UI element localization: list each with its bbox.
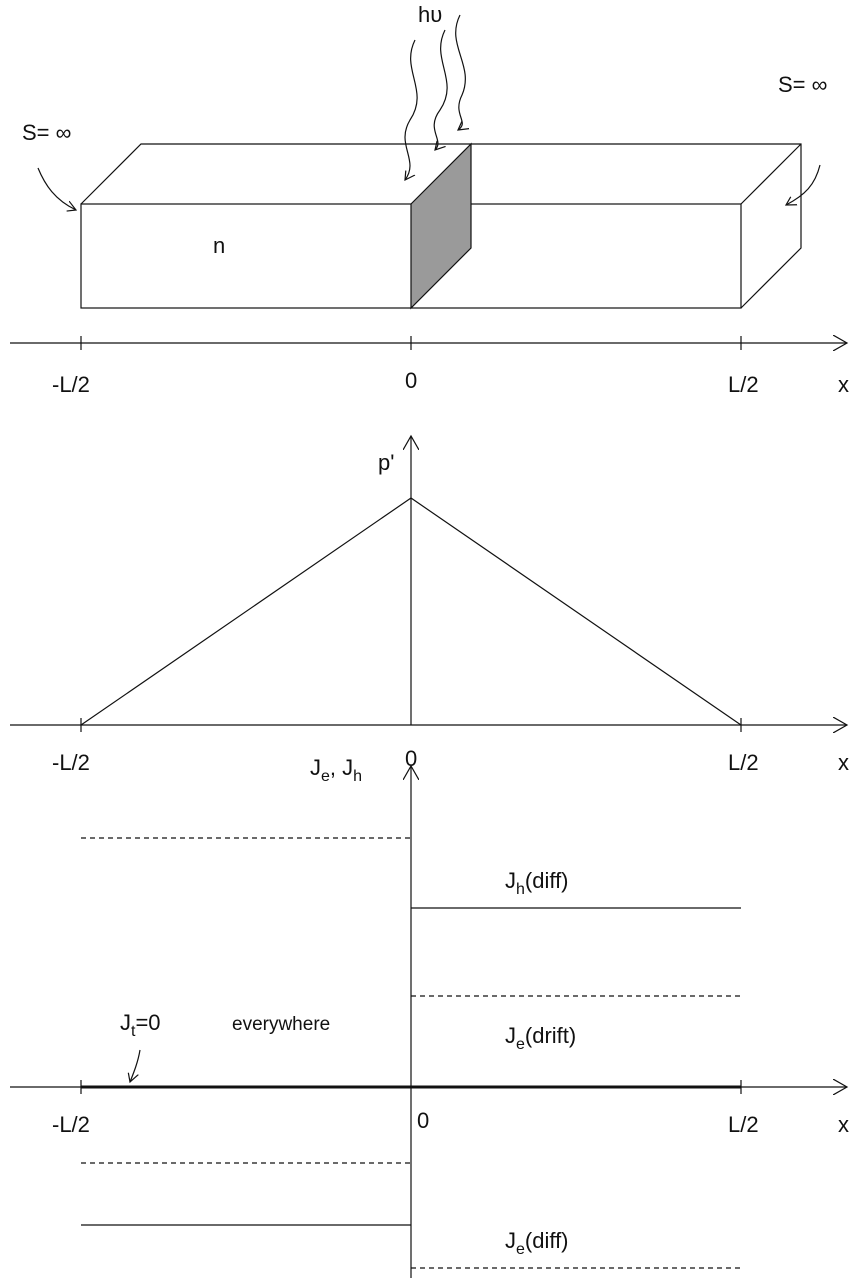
- axis-label: L/2: [728, 750, 759, 775]
- axis-label: -L/2: [52, 1112, 90, 1137]
- surface-label: S= ∞: [778, 72, 827, 97]
- axis-label: x: [838, 372, 849, 397]
- current-label: Je(drift): [505, 1023, 576, 1053]
- axis-label: 0: [405, 368, 417, 393]
- axis-label: L/2: [728, 372, 759, 397]
- region-label: n: [213, 233, 225, 258]
- bar-sample: [81, 144, 801, 308]
- axis-label: L/2: [728, 1112, 759, 1137]
- light-waves: [38, 15, 820, 210]
- note: everywhere: [232, 1014, 330, 1035]
- axis-label: x: [838, 750, 849, 775]
- current-label: Jh(diff): [505, 868, 569, 898]
- photon-label: hυ: [418, 2, 442, 27]
- axis-label: Je, Jh: [310, 755, 362, 785]
- current-label: Je(diff): [505, 1228, 569, 1258]
- axis-label: p': [378, 450, 394, 475]
- pointer: [130, 1050, 140, 1082]
- diagram: hυ S= ∞ S= ∞ n -L/2 0 L/2 x p' -L/2 0 L/…: [0, 0, 859, 1280]
- current-label: Jt=0: [120, 1010, 161, 1040]
- surface-label: S= ∞: [22, 120, 71, 145]
- axis-label: -L/2: [52, 372, 90, 397]
- axis-label: 0: [417, 1108, 429, 1133]
- axis-label: -L/2: [52, 750, 90, 775]
- axis-label: x: [838, 1112, 849, 1137]
